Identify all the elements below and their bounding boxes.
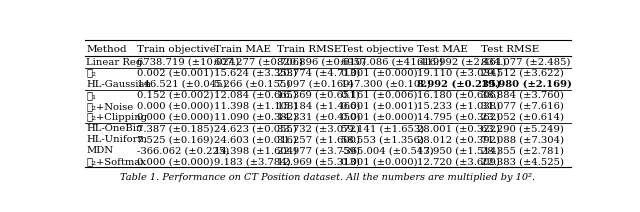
Text: 33.732 (±3.072): 33.732 (±3.072)	[278, 124, 360, 133]
Text: MDN: MDN	[86, 146, 113, 155]
Text: 12.969 (±5.313): 12.969 (±5.313)	[278, 157, 360, 166]
Text: 15.233 (±1.038): 15.233 (±1.038)	[417, 102, 500, 111]
Text: 0.152 (±0.002): 0.152 (±0.002)	[138, 91, 214, 100]
Text: 0.161 (±0.006): 0.161 (±0.006)	[340, 91, 417, 100]
Text: 7.525 (±0.169): 7.525 (±0.169)	[138, 135, 214, 144]
Text: 58.553 (±1.356): 58.553 (±1.356)	[340, 135, 424, 144]
Text: ℓ₁: ℓ₁	[86, 91, 97, 100]
Text: Table 1. Performance on CT Position dataset. All the numbers are multiplied by 1: Table 1. Performance on CT Position data…	[120, 173, 536, 182]
Text: 14.795 (±0.362): 14.795 (±0.362)	[417, 113, 500, 122]
Text: 29.512 (±3.622): 29.512 (±3.622)	[481, 69, 564, 78]
Text: Method: Method	[86, 45, 127, 54]
Text: 59.141 (±1.653): 59.141 (±1.653)	[340, 124, 424, 133]
Text: -365.004 (±0.543): -365.004 (±0.543)	[340, 146, 433, 155]
Text: 820.896 (±0.610): 820.896 (±0.610)	[278, 57, 367, 67]
Text: Train MAE: Train MAE	[214, 45, 271, 54]
Text: HL-Gaussian: HL-Gaussian	[86, 80, 152, 89]
Text: 0.000 (±0.000): 0.000 (±0.000)	[138, 102, 214, 111]
Text: Train RMSE: Train RMSE	[278, 45, 342, 54]
Text: 0.000 (±0.000): 0.000 (±0.000)	[138, 113, 214, 122]
Text: 71.088 (±7.304): 71.088 (±7.304)	[481, 135, 564, 144]
Text: 12.084 (±0.665): 12.084 (±0.665)	[214, 91, 297, 100]
Text: 0.001 (±0.000): 0.001 (±0.000)	[340, 157, 417, 166]
Text: 28.001 (±0.322): 28.001 (±0.322)	[417, 124, 500, 133]
Text: 15.184 (±1.466): 15.184 (±1.466)	[278, 102, 361, 111]
Text: HL-Uniform: HL-Uniform	[86, 135, 147, 144]
Text: 12.720 (±3.609): 12.720 (±3.609)	[417, 157, 500, 166]
Text: 11.398 (±1.108): 11.398 (±1.108)	[214, 102, 298, 111]
Text: ℓ₂+Softmax: ℓ₂+Softmax	[86, 157, 147, 166]
Text: 63.290 (±5.249): 63.290 (±5.249)	[481, 124, 564, 133]
Text: -366.062 (±0.225): -366.062 (±0.225)	[138, 146, 230, 155]
Text: 19.980 (±2.169): 19.980 (±2.169)	[481, 80, 572, 89]
Text: 17.950 (±1.514): 17.950 (±1.514)	[417, 146, 501, 155]
Text: 31.257 (±1.600): 31.257 (±1.600)	[278, 135, 360, 144]
Text: 0.001 (±0.000): 0.001 (±0.000)	[340, 113, 417, 122]
Text: 146.521 (±0.045): 146.521 (±0.045)	[138, 80, 227, 89]
Text: Test RMSE: Test RMSE	[481, 45, 539, 54]
Text: 28.012 (±0.392): 28.012 (±0.392)	[417, 135, 500, 144]
Text: 38.884 (±3.760): 38.884 (±3.760)	[481, 91, 564, 100]
Text: 22.383 (±4.525): 22.383 (±4.525)	[481, 157, 564, 166]
Text: 0.001 (±0.000): 0.001 (±0.000)	[340, 69, 417, 78]
Text: 9.183 (±3.784): 9.183 (±3.784)	[214, 157, 291, 166]
Text: 7.387 (±0.185): 7.387 (±0.185)	[138, 124, 214, 133]
Text: 834.077 (±2.485): 834.077 (±2.485)	[481, 57, 570, 67]
Text: 6738.719 (±10.024): 6738.719 (±10.024)	[138, 57, 240, 67]
Text: 11.090 (±0.382): 11.090 (±0.382)	[214, 113, 298, 122]
Text: 22.977 (±3.759): 22.977 (±3.759)	[278, 146, 360, 155]
Text: 7.097 (±0.169): 7.097 (±0.169)	[278, 80, 354, 89]
Text: Test objective: Test objective	[340, 45, 413, 54]
Text: Train objective: Train objective	[138, 45, 216, 54]
Text: 6957.086 (±41.419): 6957.086 (±41.419)	[340, 57, 443, 67]
Text: 16.369 (±0.651): 16.369 (±0.651)	[278, 91, 360, 100]
Text: ℓ₂: ℓ₂	[86, 69, 97, 78]
Text: 607.277 (±0.706): 607.277 (±0.706)	[214, 57, 303, 67]
Text: Test MAE: Test MAE	[417, 45, 468, 54]
Text: 23.052 (±0.614): 23.052 (±0.614)	[481, 113, 564, 122]
Text: 616.992 (±2.461): 616.992 (±2.461)	[417, 57, 507, 67]
Text: ℓ₂+Noise: ℓ₂+Noise	[86, 102, 134, 111]
Text: ℓ₂+Clipping: ℓ₂+Clipping	[86, 113, 148, 122]
Text: 20.774 (±4.713): 20.774 (±4.713)	[278, 69, 361, 78]
Text: 31.077 (±7.616): 31.077 (±7.616)	[481, 102, 564, 111]
Text: 14.398 (±1.604): 14.398 (±1.604)	[214, 146, 298, 155]
Text: 28.355 (±2.781): 28.355 (±2.781)	[481, 146, 564, 155]
Text: 19.110 (±3.034): 19.110 (±3.034)	[417, 69, 501, 78]
Text: HL-OneBin: HL-OneBin	[86, 124, 143, 133]
Text: 147.300 (±0.102): 147.300 (±0.102)	[340, 80, 430, 89]
Text: 14.331 (±0.450): 14.331 (±0.450)	[278, 113, 361, 122]
Text: 24.623 (±0.055): 24.623 (±0.055)	[214, 124, 297, 133]
Text: 0.000 (±0.000): 0.000 (±0.000)	[138, 157, 214, 166]
Text: 0.002 (±0.001): 0.002 (±0.001)	[138, 69, 214, 78]
Text: Linear Reg.: Linear Reg.	[86, 57, 146, 67]
Text: 8.992 (±0.235): 8.992 (±0.235)	[417, 80, 501, 89]
Text: 0.001 (±0.001): 0.001 (±0.001)	[340, 102, 417, 111]
Text: 15.624 (±3.353): 15.624 (±3.353)	[214, 69, 298, 78]
Text: 16.180 (±0.606): 16.180 (±0.606)	[417, 91, 500, 100]
Text: 5.266 (±0.155): 5.266 (±0.155)	[214, 80, 291, 89]
Text: 24.603 (±0.016): 24.603 (±0.016)	[214, 135, 297, 144]
